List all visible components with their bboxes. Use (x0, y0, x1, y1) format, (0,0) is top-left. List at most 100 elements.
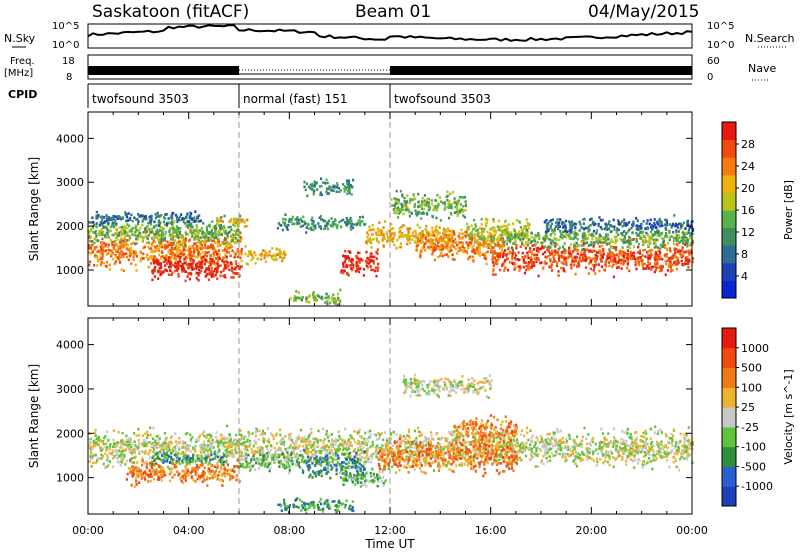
range-cell (493, 457, 496, 460)
range-cell (175, 225, 178, 228)
range-cell (169, 269, 172, 272)
range-cell (234, 448, 237, 452)
range-cell (205, 251, 208, 255)
range-cell (234, 224, 237, 228)
range-cell (562, 235, 565, 238)
range-cell (104, 226, 107, 229)
range-cell (178, 437, 181, 440)
range-cell (628, 246, 632, 249)
range-cell (677, 250, 680, 253)
range-cell (121, 246, 124, 249)
range-cell (325, 222, 328, 225)
range-cell (226, 234, 229, 237)
range-cell (550, 447, 553, 451)
range-cell (198, 220, 201, 223)
range-cell (161, 226, 164, 230)
range-cell (222, 256, 225, 260)
range-cell (133, 216, 136, 220)
range-cell (108, 263, 111, 267)
range-cell (206, 229, 209, 232)
range-cell (239, 214, 242, 218)
range-cell (243, 225, 246, 228)
range-cell (504, 230, 507, 234)
range-cell (615, 230, 618, 234)
range-cell (184, 248, 187, 252)
range-cell (578, 220, 581, 224)
range-cell (326, 192, 329, 195)
range-cell (142, 246, 145, 250)
range-cell (313, 295, 316, 298)
range-cell (256, 257, 260, 261)
range-cell (505, 257, 509, 261)
range-cell (495, 261, 498, 265)
range-cell (312, 453, 315, 456)
range-cell (522, 265, 525, 269)
range-cell (287, 223, 290, 227)
range-cell (531, 244, 534, 247)
range-cell (298, 221, 301, 225)
range-cell (396, 212, 399, 215)
range-cell (358, 428, 361, 432)
range-cell (568, 237, 571, 240)
range-cell (212, 446, 215, 449)
range-cell (492, 235, 495, 239)
range-cell (479, 235, 482, 238)
range-cell (116, 256, 119, 259)
range-cell (403, 465, 406, 469)
range-cell (119, 241, 122, 244)
range-cell (541, 245, 544, 249)
range-cell (601, 218, 604, 222)
range-cell (553, 228, 556, 231)
range-cell (305, 231, 308, 234)
range-cell (347, 250, 350, 253)
range-cell (492, 246, 495, 249)
range-cell (614, 248, 618, 252)
range-cell (673, 214, 676, 217)
range-cell (99, 257, 102, 261)
range-cell (312, 442, 315, 446)
range-cell (121, 253, 124, 257)
range-cell (620, 232, 623, 235)
range-cell (502, 242, 505, 245)
range-cell (474, 223, 477, 226)
range-cell (566, 230, 569, 233)
range-cell (150, 236, 154, 240)
range-cell (224, 231, 227, 234)
range-cell (428, 247, 431, 250)
range-cell (310, 226, 313, 230)
range-cell (415, 233, 418, 236)
range-cell (447, 206, 450, 210)
range-cell (594, 272, 597, 275)
range-cell (609, 245, 612, 248)
range-cell (535, 249, 538, 253)
range-cell (131, 452, 134, 456)
range-cell (447, 255, 450, 258)
range-cell (476, 252, 479, 255)
range-cell (245, 446, 248, 450)
range-cell (217, 450, 220, 454)
range-cell (222, 441, 225, 445)
scatter-band (151, 252, 241, 283)
range-cell (623, 218, 626, 221)
range-cell (593, 263, 596, 267)
range-cell (130, 262, 133, 265)
range-cell (207, 251, 210, 254)
range-cell (135, 228, 138, 232)
range-cell (282, 443, 285, 446)
range-cell (420, 217, 423, 220)
range-cell (550, 219, 553, 222)
range-cell (545, 235, 548, 239)
range-cell (457, 234, 460, 238)
range-cell (504, 259, 507, 262)
range-cell (450, 230, 453, 233)
range-cell (652, 265, 655, 269)
range-cell (174, 261, 177, 265)
range-cell (310, 228, 313, 231)
range-cell (691, 227, 695, 231)
range-cell (432, 249, 435, 252)
range-cell (596, 251, 599, 254)
range-cell (497, 236, 500, 239)
range-cell (209, 254, 212, 258)
range-cell (297, 218, 300, 222)
range-cell (215, 264, 218, 268)
